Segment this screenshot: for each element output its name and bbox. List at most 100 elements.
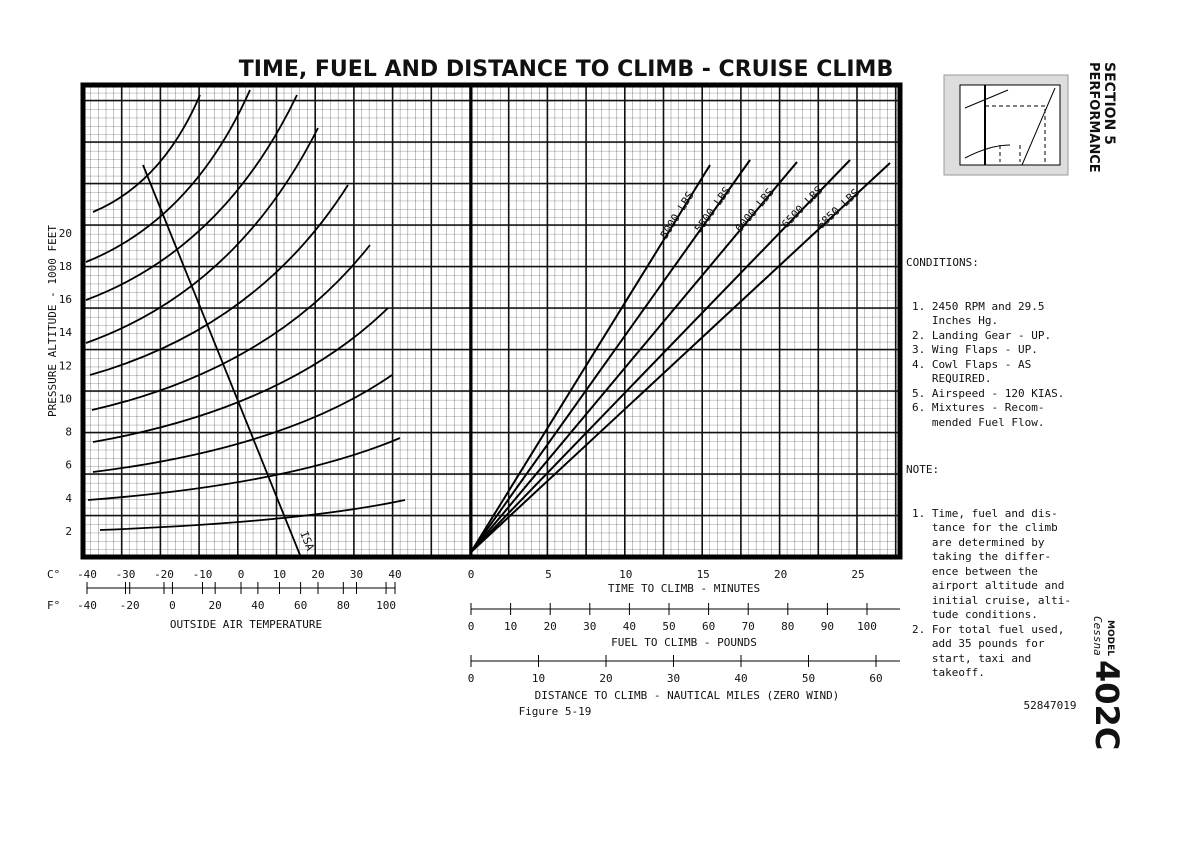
temperature-curve (85, 89, 251, 263)
celsius-tick-label: 0 (238, 568, 245, 581)
fahrenheit-label: OUTSIDE AIR TEMPERATURE (170, 618, 322, 631)
temperature-curve (85, 94, 298, 301)
altitude-tick-label: 6 (65, 459, 72, 472)
fahrenheit-unit: F° (47, 599, 60, 612)
weight-line (470, 159, 751, 553)
ticks: -40 -30 -20 -10 0 10 20 30 40-40 -20 0 20 40 60 80 1000… (59, 227, 883, 685)
time-tick-label: 15 (697, 568, 710, 581)
section-name: PERFORMANCE (1086, 62, 1101, 173)
fahrenheit-tick-label: 0 (169, 599, 176, 612)
weight-line (470, 164, 711, 553)
figure-caption: Figure 5-19 (519, 705, 592, 718)
inset-icon (943, 74, 1069, 176)
altitude-tick-label: 10 (59, 392, 72, 405)
fuel-tick-label: 90 (821, 620, 834, 633)
weight-lines (470, 159, 891, 553)
altitude-tick-label: 8 (65, 426, 72, 439)
list-item: 2. Landing Gear - UP. (912, 328, 1052, 342)
frame (80, 82, 903, 560)
altitude-tick-label: 16 (59, 293, 72, 306)
title: TIME, FUEL AND DISTANCE TO CLIMB - CRUIS… (239, 57, 893, 82)
celsius-unit: C° (47, 568, 60, 581)
temperature-curve (92, 94, 201, 213)
list-item: 2. For total fuel used, add 35 pounds fo… (912, 622, 1065, 680)
weight-line (470, 159, 851, 553)
distance-tick-label: 10 (532, 672, 545, 685)
fuel-tick-label: 100 (857, 620, 877, 633)
model-number: 402C (1088, 660, 1126, 750)
fahrenheit-tick-label: -20 (120, 599, 140, 612)
fahrenheit-tick-label: 100 (376, 599, 396, 612)
celsius-tick-label: 40 (388, 568, 401, 581)
list-item: 5. Airspeed - 120 KIAS. (912, 386, 1065, 400)
temperature-curve (89, 184, 349, 376)
temperature-curve (99, 499, 406, 531)
note-heading: NOTE: (906, 463, 940, 476)
distance-tick-label: 0 (468, 672, 475, 685)
temperature-curves (85, 89, 406, 531)
note-list: 1. Time, fuel and dis- tance for the cli… (912, 507, 1071, 681)
altitude-tick-label: 20 (59, 227, 72, 240)
fahrenheit-tick-label: -40 (77, 599, 97, 612)
major-grid (83, 85, 900, 557)
distance-tick-label: 30 (667, 672, 680, 685)
conditions: CONDITIONS: 1. 2450 RPM and 29.5 Inches … (906, 227, 1071, 695)
time-tick-label: 5 (545, 568, 552, 581)
celsius-tick-label: -20 (154, 568, 174, 581)
list-item: 1. Time, fuel and dis- tance for the cli… (912, 506, 1071, 622)
brand: Cessna (1091, 616, 1104, 656)
conditions-heading: CONDITIONS: (906, 256, 979, 269)
list-item: 6. Mixtures - Recom- mended Fuel Flow. (912, 401, 1045, 429)
time-tick-label: 10 (619, 568, 632, 581)
fuel-tick-label: 80 (781, 620, 794, 633)
altitude-tick-label: 4 (65, 492, 72, 505)
list-item: 4. Cowl Flaps - AS REQUIRED. (912, 357, 1032, 386)
celsius-tick-label: 10 (273, 568, 286, 581)
model-label: MODEL (1105, 620, 1115, 656)
distance-tick-label: 20 (599, 672, 612, 685)
section-number: SECTION 5 (1101, 62, 1117, 145)
fuel-tick-label: 10 (504, 620, 517, 633)
celsius-tick-label: -30 (116, 568, 136, 581)
temperature-curve (87, 437, 401, 501)
conditions-list: 1. 2450 RPM and 29.5 Inches Hg. 2. Landin… (912, 300, 1071, 431)
fuel-tick-label: 40 (623, 620, 636, 633)
time-label: TIME TO CLIMB - MINUTES (608, 582, 760, 595)
temperature-curve (92, 374, 393, 473)
celsius-tick-label: -40 (77, 568, 97, 581)
fahrenheit-tick-label: 20 (209, 599, 222, 612)
temperature-curve (85, 127, 319, 344)
weight-line (470, 162, 891, 553)
fahrenheit-tick-label: 60 (294, 599, 307, 612)
fuel-tick-label: 0 (468, 620, 475, 633)
fuel-tick-label: 60 (702, 620, 715, 633)
distance-tick-label: 60 (869, 672, 882, 685)
distance-tick-label: 40 (734, 672, 747, 685)
time-tick-label: 25 (851, 568, 864, 581)
figure-code: 52847019 (1024, 699, 1077, 712)
fahrenheit-tick-label: 40 (251, 599, 264, 612)
fahrenheit-tick-label: 80 (337, 599, 350, 612)
time-tick-label: 20 (774, 568, 787, 581)
altitude-tick-label: 18 (59, 260, 72, 273)
grid (83, 85, 900, 557)
list-item: 1. 2450 RPM and 29.5 Inches Hg. (912, 299, 1045, 328)
fuel-tick-label: 30 (583, 620, 596, 633)
y-axis-label: PRESSURE ALTITUDE - 1000 FEET (46, 225, 59, 417)
celsius-tick-label: 20 (311, 568, 324, 581)
weight-line (470, 161, 798, 553)
distance-tick-label: 50 (802, 672, 815, 685)
isa-line (142, 164, 301, 556)
distance-label: DISTANCE TO CLIMB - NAUTICAL MILES (ZERO… (535, 689, 840, 702)
altitude-tick-label: 2 (65, 525, 72, 538)
temperature-curve (92, 307, 389, 443)
fuel-tick-label: 20 (544, 620, 557, 633)
list-item: 3. Wing Flaps - UP. (912, 343, 1038, 356)
fuel-tick-label: 70 (742, 620, 755, 633)
celsius-tick-label: -10 (193, 568, 213, 581)
time-tick-label: 0 (468, 568, 475, 581)
temperature-curve (91, 244, 371, 411)
fuel-label: FUEL TO CLIMB - POUNDS (611, 636, 757, 649)
celsius-tick-label: 30 (350, 568, 363, 581)
